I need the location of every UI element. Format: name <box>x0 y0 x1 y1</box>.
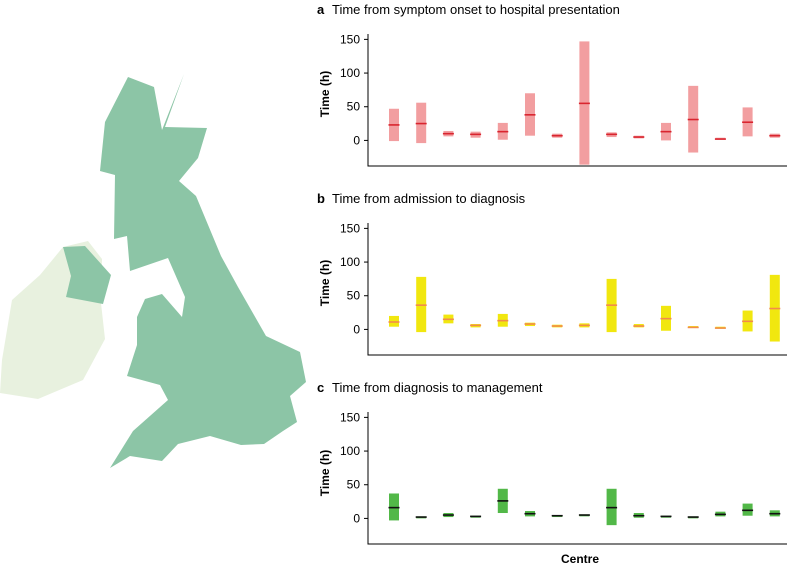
panel-label: c <box>317 380 324 395</box>
y-tick-label: 0 <box>353 322 360 336</box>
y-tick-label: 50 <box>347 478 361 492</box>
panel-title: Time from diagnosis to management <box>332 380 543 395</box>
axis-frame <box>367 34 787 167</box>
y-tick-label: 100 <box>340 66 360 80</box>
uk-ireland-map <box>0 74 306 468</box>
y-tick-label: 150 <box>340 32 360 46</box>
bars <box>388 41 781 165</box>
y-axis-label: Time (h) <box>318 71 332 117</box>
y-tick-label: 0 <box>353 133 360 147</box>
northern-ireland-shape <box>63 246 111 304</box>
y-axis-ticks: 0 50 100 150 <box>340 221 368 336</box>
y-tick-label: 50 <box>347 100 361 114</box>
panel-title: Time from admission to diagnosis <box>332 191 526 206</box>
bars <box>388 274 781 342</box>
y-tick-label: 150 <box>340 221 360 235</box>
panel-label: b <box>317 191 325 206</box>
y-tick-label: 150 <box>340 410 360 424</box>
y-tick-label: 100 <box>340 444 360 458</box>
bars <box>388 488 781 526</box>
panel-b: b Time from admission to diagnosis Time … <box>317 191 787 356</box>
y-tick-label: 0 <box>353 511 360 525</box>
axis-frame <box>367 412 787 545</box>
y-tick-label: 50 <box>347 289 361 303</box>
x-axis-label: Centre <box>561 552 599 566</box>
y-axis-label: Time (h) <box>318 260 332 306</box>
panel-a: a Time from symptom onset to hospital pr… <box>317 2 787 167</box>
axis-frame <box>367 223 787 356</box>
y-axis-ticks: 0 50 100 150 <box>340 32 368 147</box>
y-tick-label: 100 <box>340 255 360 269</box>
panel-c: c Time from diagnosis to management Time… <box>317 380 787 545</box>
y-axis-ticks: 0 50 100 150 <box>340 410 368 525</box>
panel-title: Time from symptom onset to hospital pres… <box>332 2 620 17</box>
great-britain-shape <box>100 74 306 468</box>
panel-label: a <box>317 2 325 17</box>
y-axis-label: Time (h) <box>318 450 332 496</box>
